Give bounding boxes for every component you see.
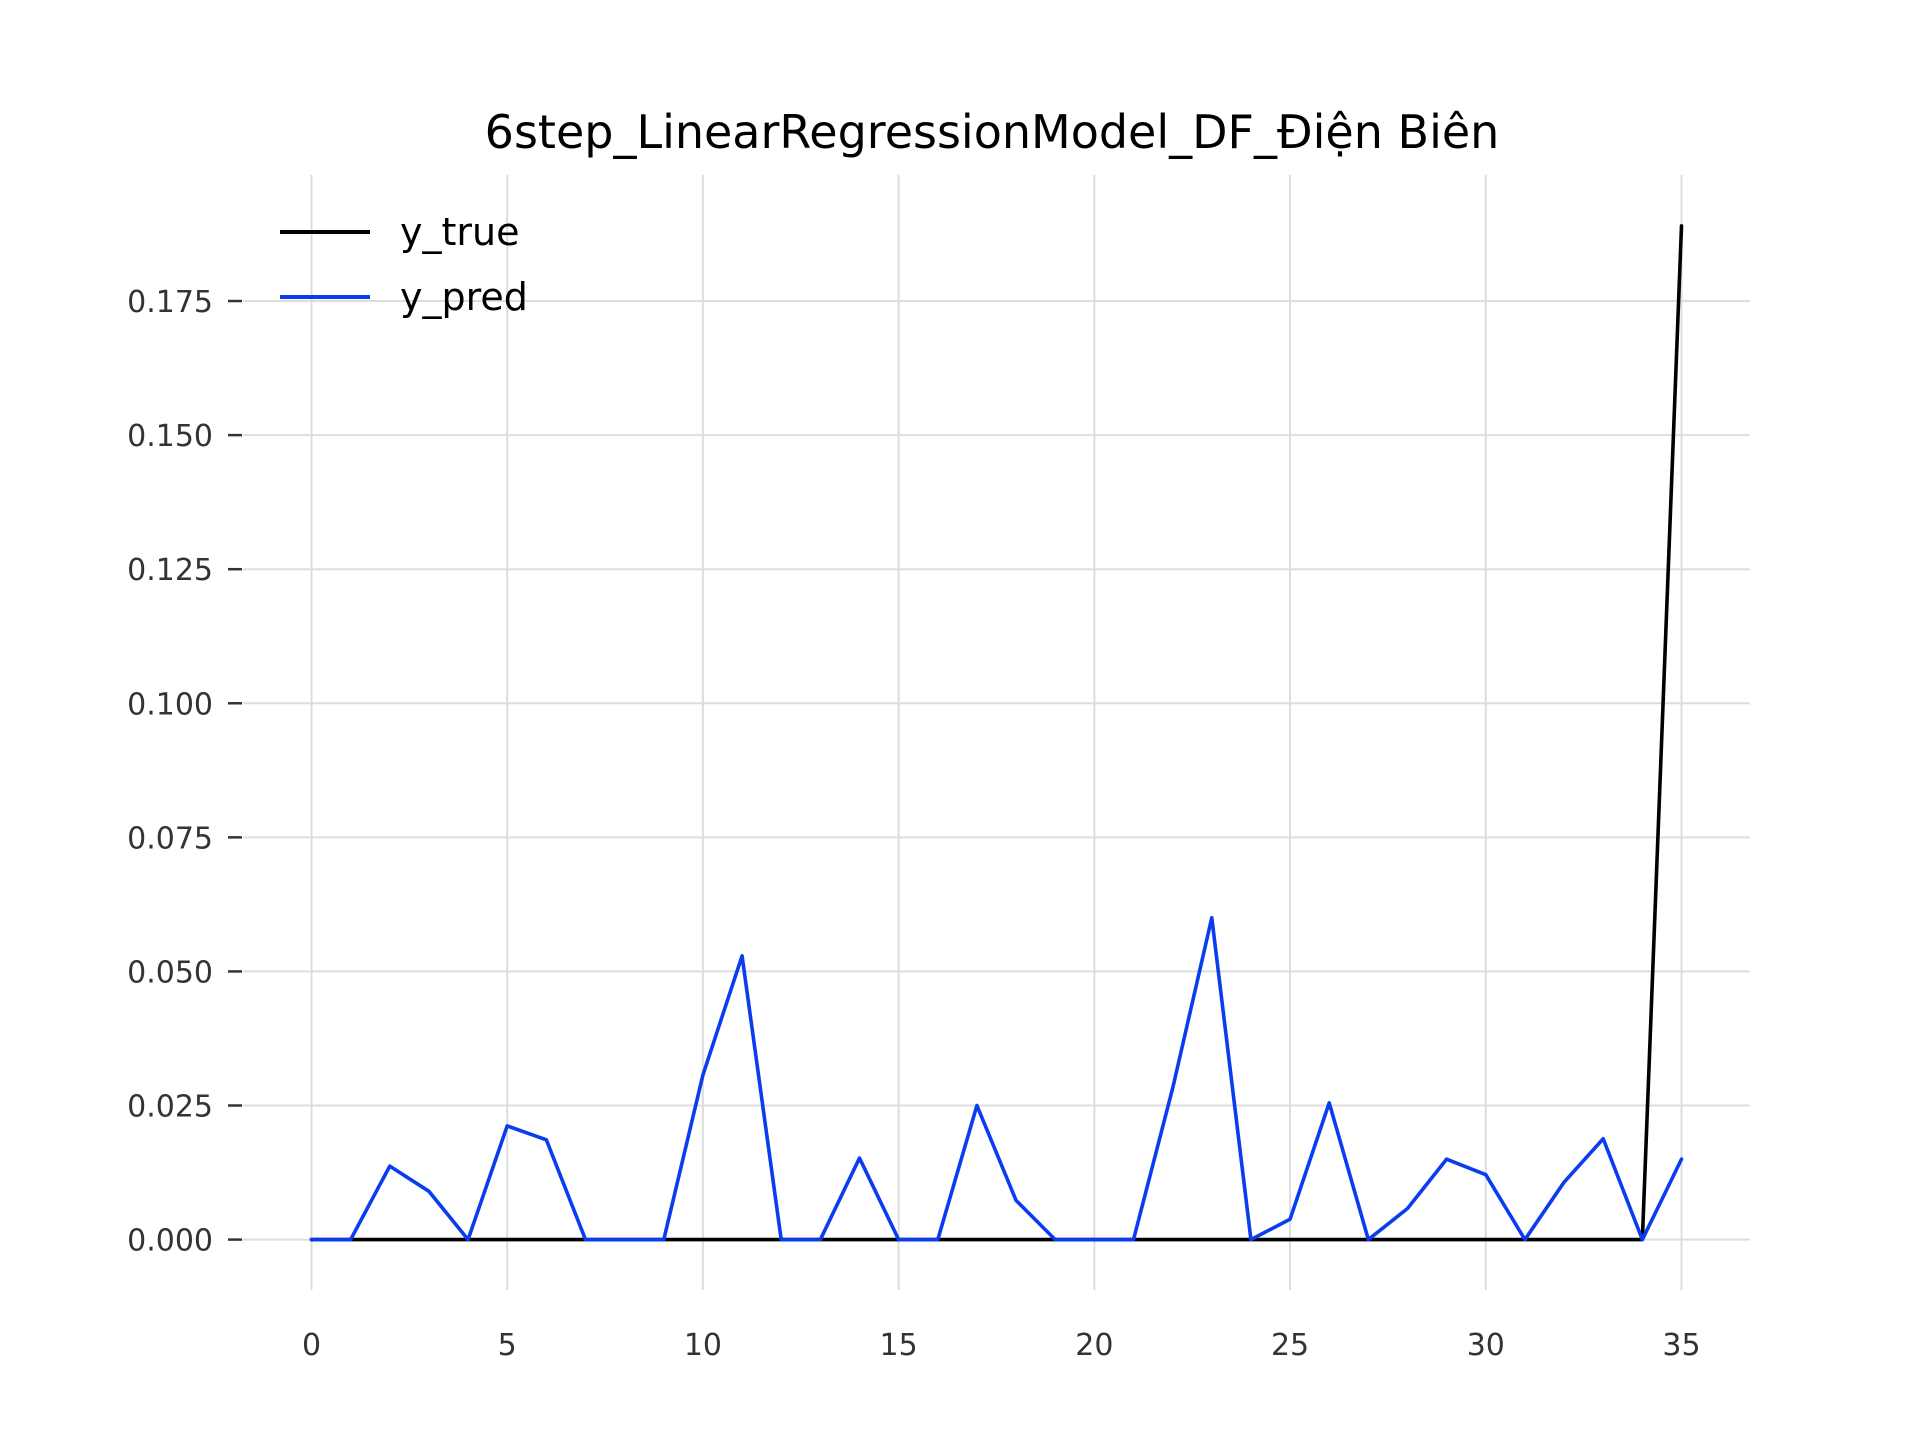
series-line-y-pred xyxy=(309,915,1684,1242)
x-tick-label: 15 xyxy=(880,1328,918,1363)
x-tick-label: 25 xyxy=(1271,1328,1309,1363)
x-tick-label: 0 xyxy=(302,1328,321,1363)
x-axis: 0 5 10 15 20 25 30 35 xyxy=(302,1328,1701,1363)
y-tick-label: 0.175 xyxy=(127,285,213,320)
y-tick-label: 0.075 xyxy=(127,821,213,856)
x-tick-label: 35 xyxy=(1662,1328,1700,1363)
y-tick-label: 0.050 xyxy=(127,955,213,990)
x-tick-label: 30 xyxy=(1467,1328,1505,1363)
x-tick-label: 5 xyxy=(498,1328,517,1363)
x-tick-label: 20 xyxy=(1075,1328,1113,1363)
series-group xyxy=(309,224,1684,1242)
y-tick-label: 0.025 xyxy=(127,1090,213,1125)
legend-label-y-true: y_true xyxy=(400,210,519,254)
legend-label-y-pred: y_pred xyxy=(400,275,528,319)
y-tick-label: 0.125 xyxy=(127,553,213,588)
y-tick-label: 0.100 xyxy=(127,687,213,722)
series-line-y-true xyxy=(309,224,1684,1242)
y-tick-label: 0.150 xyxy=(127,419,213,454)
chart-title: 6step_LinearRegressionModel_DF_Điện Biên xyxy=(485,105,1500,159)
y-axis: 0.000 0.025 0.050 0.075 0.100 0.125 0.150 0.175 xyxy=(127,285,242,1259)
x-tick-label: 10 xyxy=(684,1328,722,1363)
y-tick-label: 0.000 xyxy=(127,1224,213,1259)
legend: y_true y_pred xyxy=(280,210,528,319)
grid xyxy=(243,175,1750,1290)
